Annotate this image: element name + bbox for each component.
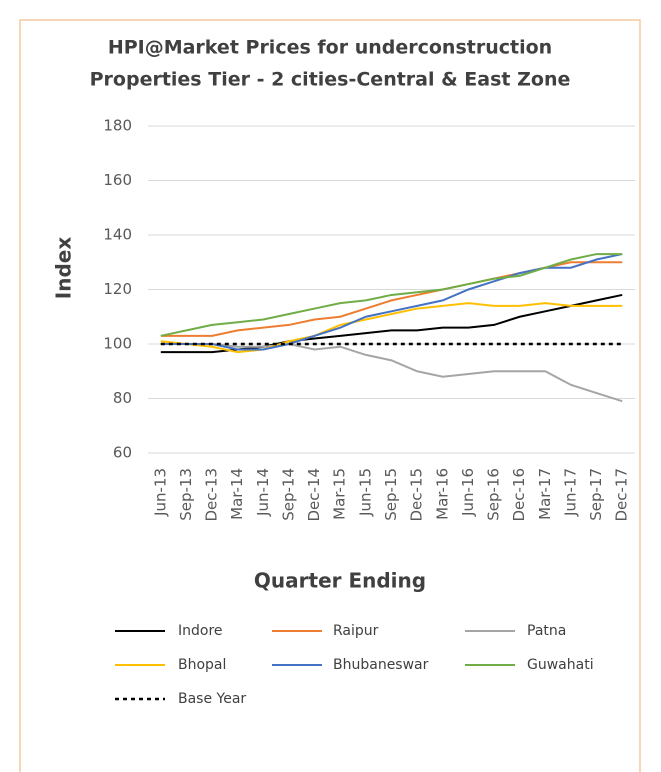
series-line [160, 342, 623, 403]
x-tick-label: Jun-16 [459, 468, 477, 517]
x-tick-label: Sep-13 [177, 468, 195, 521]
y-tick-label: 80 [113, 389, 132, 407]
x-tick-label: Jun-15 [356, 468, 374, 517]
x-tick-label: Sep-15 [382, 468, 400, 521]
x-tick-label: Jun-13 [151, 468, 169, 517]
y-tick-label: 100 [103, 335, 132, 353]
legend-label: Patna [527, 623, 566, 639]
chart-title: Properties Tier - 2 cities-Central & Eas… [90, 69, 571, 91]
y-tick-label: 140 [103, 226, 132, 244]
x-tick-label: Mar-15 [331, 468, 349, 520]
x-tick-label: Jun-14 [254, 468, 272, 517]
x-axis-title: Quarter Ending [254, 569, 426, 593]
x-tick-label: Mar-14 [228, 468, 246, 520]
legend-label: Base Year [178, 691, 246, 707]
y-tick-label: 180 [103, 117, 132, 135]
legend-label: Indore [178, 623, 223, 639]
x-tick-label: Dec-17 [613, 468, 631, 522]
y-tick-label: 120 [103, 280, 132, 298]
y-axis-title: Index [52, 237, 76, 300]
x-tick-label: Sep-14 [279, 468, 297, 521]
legend-label: Bhubaneswar [333, 657, 429, 673]
x-tick-label: Dec-16 [510, 468, 528, 522]
x-tick-label: Dec-13 [203, 468, 221, 522]
series-line [160, 302, 623, 354]
x-tick-label: Dec-15 [408, 468, 426, 522]
legend-label: Guwahati [527, 657, 594, 673]
x-tick-label: Dec-14 [305, 468, 323, 522]
x-tick-label: Mar-17 [536, 468, 554, 520]
x-tick-label: Mar-16 [433, 468, 451, 520]
x-tick-label: Sep-16 [485, 468, 503, 521]
y-tick-label: 60 [113, 444, 132, 462]
legend-label: Bhopal [178, 657, 226, 673]
chart-title: HPI@Market Prices for underconstruction [108, 37, 552, 59]
y-tick-label: 160 [103, 171, 132, 189]
x-tick-label: Jun-17 [561, 468, 579, 517]
legend-label: Raipur [333, 623, 379, 639]
chart-border [19, 19, 641, 772]
series-line [160, 253, 623, 337]
x-tick-label: Sep-17 [587, 468, 605, 521]
